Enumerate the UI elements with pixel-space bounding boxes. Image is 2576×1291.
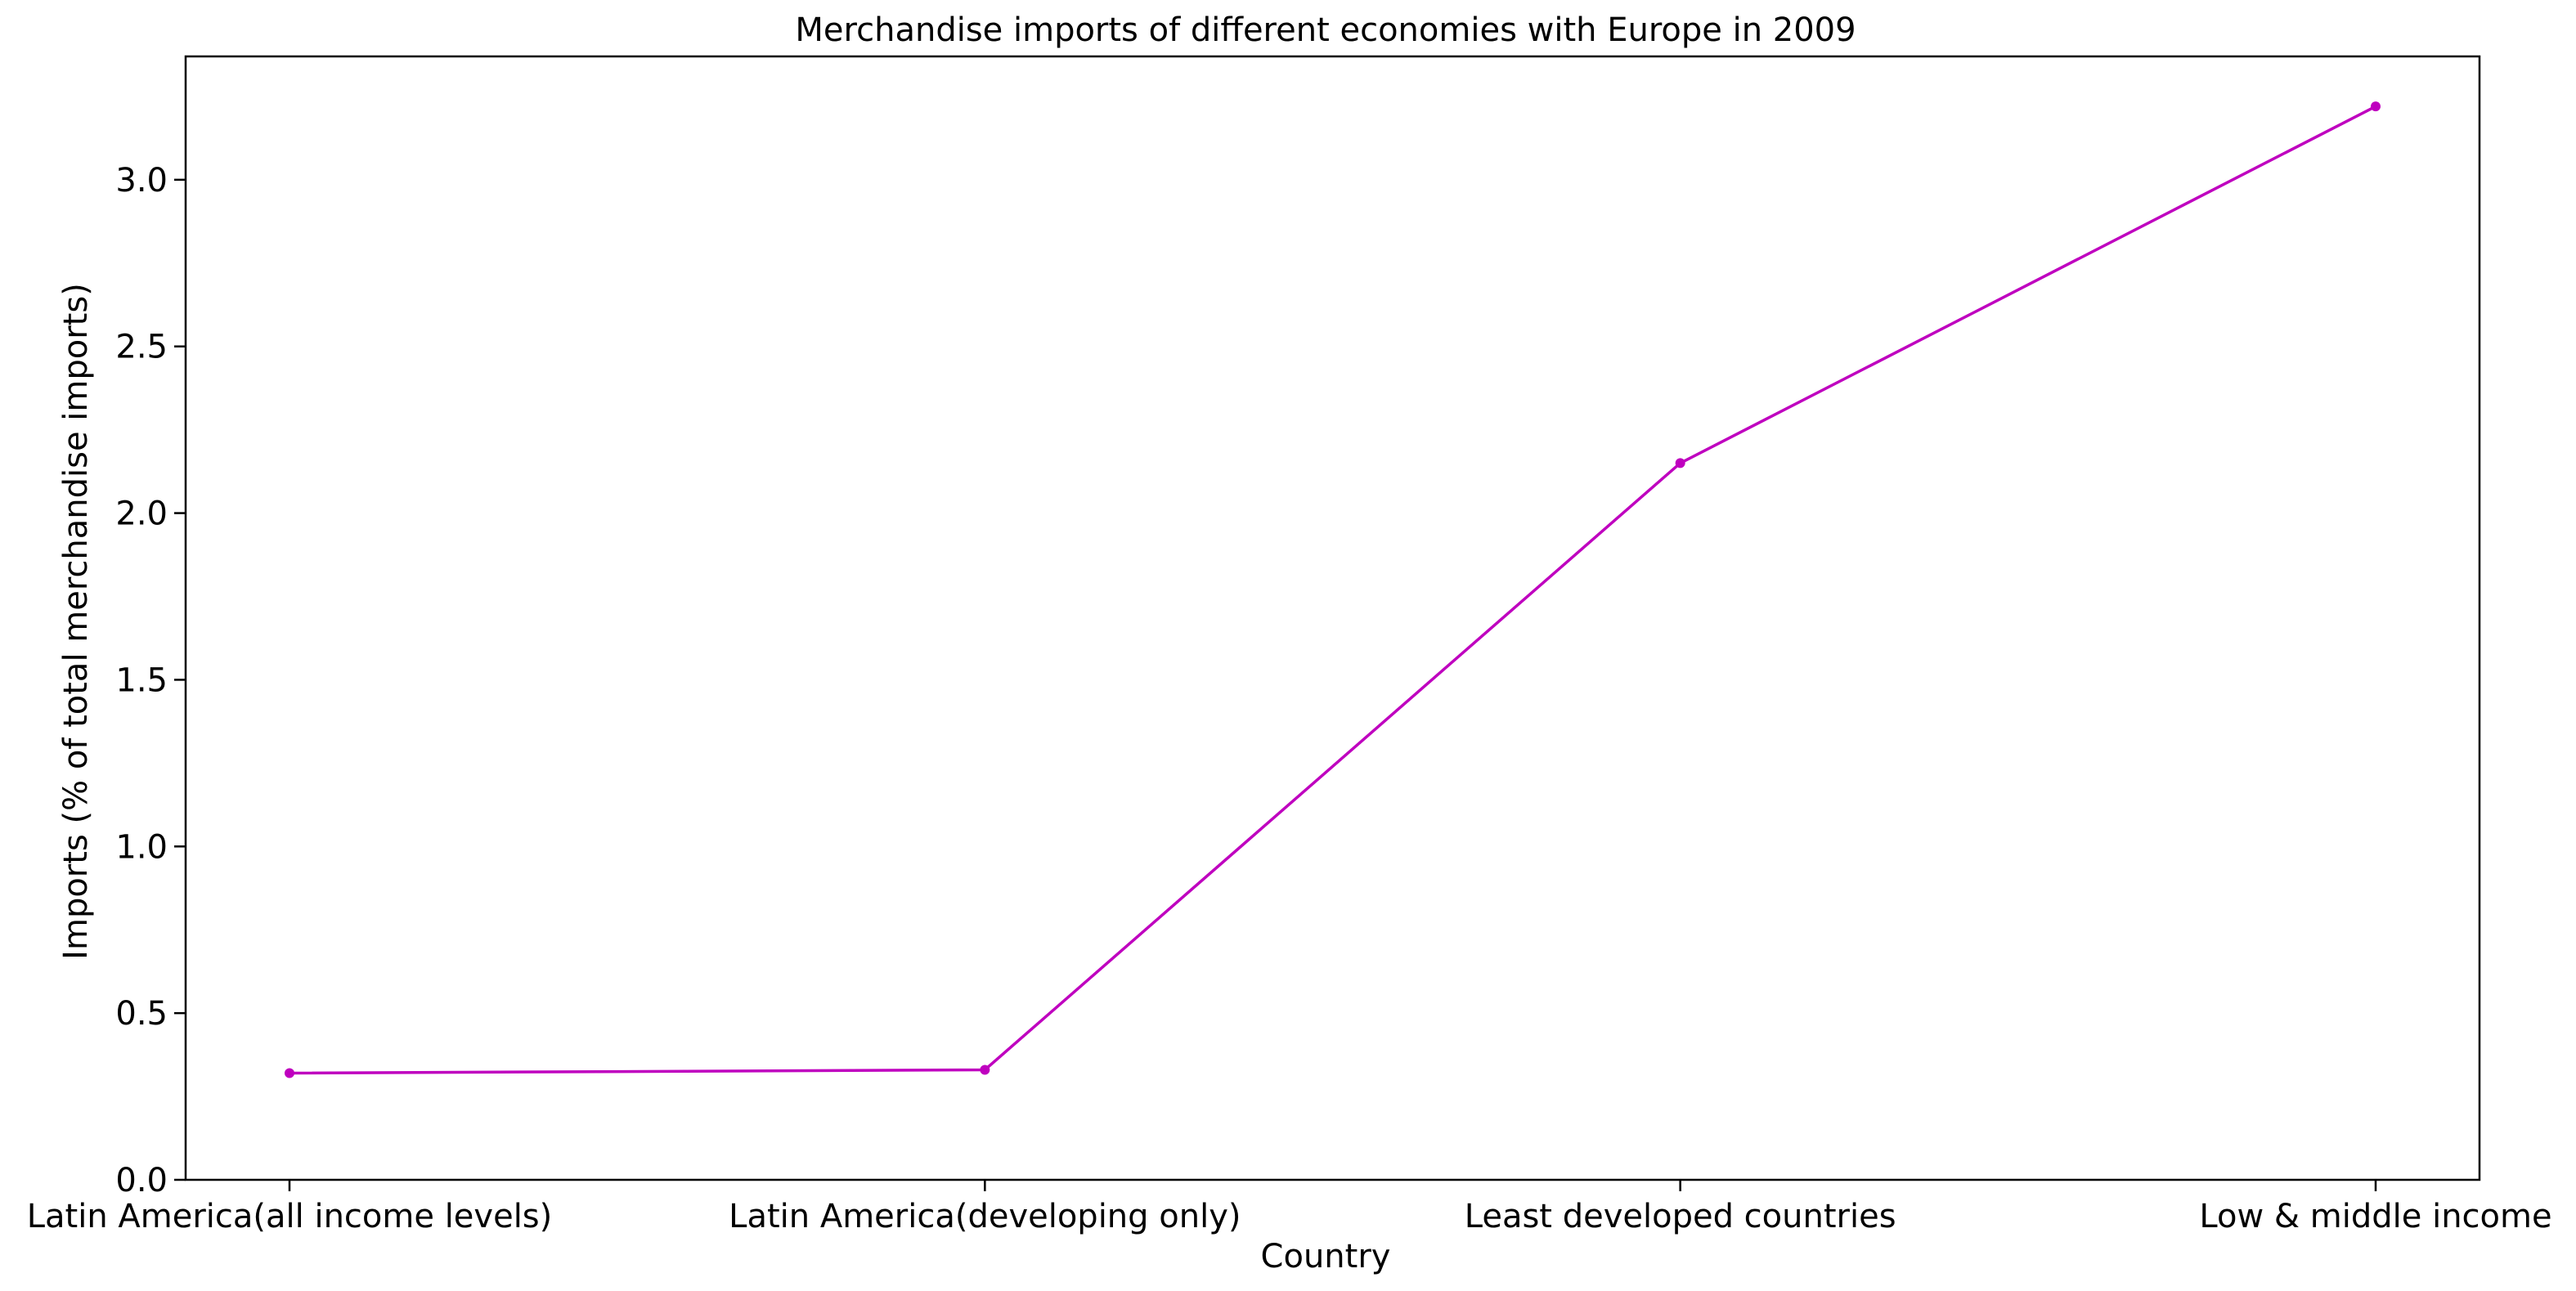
chart-title: Merchandise imports of different economi…: [795, 11, 1856, 49]
y-tick-label: 2.5: [115, 329, 168, 366]
y-tick-label: 3.0: [115, 162, 168, 199]
plot-frame: [184, 55, 2481, 1181]
x-tick-label: Low & middle income: [2199, 1198, 2551, 1235]
y-tick-label: 0.0: [115, 1162, 168, 1199]
x-tick-label: Latin America(all income levels): [27, 1198, 553, 1235]
x-axis-title: Country: [1261, 1238, 1391, 1275]
y-axis-ticks: 0.0 0.5 1.0 1.5 2.0 2.5 3.0: [115, 162, 186, 1199]
y-axis-title: Imports (% of total merchandise imports): [57, 283, 95, 960]
x-tick-label: Latin America(developing only): [729, 1198, 1241, 1235]
y-axis-title-group: Imports (% of total merchandise imports): [57, 283, 95, 960]
y-tick-label: 1.0: [115, 828, 168, 866]
plot-series: [285, 101, 2381, 1078]
x-tick-label: Least developed countries: [1465, 1198, 1896, 1235]
x-axis-ticks: Latin America(all income levels) Latin Am…: [27, 1180, 2552, 1235]
series-line: [289, 105, 2376, 1075]
y-tick-label: 2.0: [115, 495, 168, 533]
data-point: [1675, 458, 1685, 468]
data-point: [2371, 101, 2381, 112]
y-tick-label: 1.5: [115, 661, 168, 699]
data-point: [980, 1065, 990, 1075]
y-tick-label: 0.5: [115, 995, 168, 1033]
data-point: [285, 1068, 294, 1078]
